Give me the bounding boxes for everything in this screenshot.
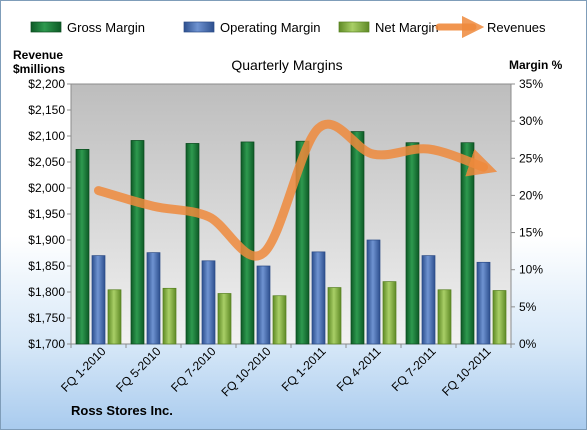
bar-operating-margin	[476, 261, 491, 345]
left-tick-label: $1,700	[28, 337, 65, 351]
bar-gross-margin	[350, 131, 365, 345]
bar-net-margin	[437, 289, 452, 345]
bar-gross-margin	[295, 140, 310, 345]
right-axis: 0% 5% 10% 15% 20% 25% 30% 35%	[511, 77, 543, 351]
legend-label-gross-margin: Gross Margin	[67, 20, 145, 35]
legend-label-operating-margin: Operating Margin	[220, 20, 320, 35]
bar-gross-margin	[405, 142, 420, 345]
x-tick-label: FQ 1-2011	[279, 344, 329, 394]
left-tick-label: $2,150	[28, 103, 65, 117]
bar-net-margin	[272, 295, 287, 345]
bar-operating-margin	[311, 251, 326, 345]
legend-swatch-operating-margin	[183, 21, 215, 33]
bar-operating-margin	[201, 260, 216, 345]
x-tick-label: FQ 5-2010	[113, 344, 164, 395]
right-tick-label: 30%	[519, 114, 543, 128]
bar-operating-margin	[421, 255, 436, 345]
left-tick-label: $1,800	[28, 285, 65, 299]
left-axis: $1,700 $1,750 $1,800 $1,850 $1,900 $1,950 $2,0…	[28, 77, 71, 351]
revenue-line-group	[94, 119, 498, 261]
right-tick-label: 5%	[519, 300, 537, 314]
legend-swatch-net-margin	[338, 21, 370, 33]
x-tick-label: FQ 1-2010	[58, 344, 109, 395]
bar-operating-margin	[256, 265, 271, 345]
right-tick-label: 10%	[519, 263, 543, 277]
company-name: Ross Stores Inc.	[71, 403, 173, 418]
left-tick-label: $1,750	[28, 311, 65, 325]
legend: Gross Margin Operating Margin Net Margin Re…	[30, 15, 546, 39]
x-tick-label: FQ 10-2011	[439, 344, 494, 399]
x-axis: FQ 1-2010 FQ 5-2010 FQ 7-2010 FQ 10-2010 FQ …	[58, 344, 512, 399]
right-tick-label: 25%	[519, 151, 543, 165]
x-tick-label: FQ 10-2010	[218, 344, 273, 399]
right-tick-label: 0%	[519, 337, 537, 351]
x-tick-label: FQ 7-2011	[389, 344, 439, 394]
bar-operating-margin	[146, 252, 161, 345]
bar-net-margin	[492, 290, 507, 345]
revenue-line	[94, 119, 498, 261]
left-tick-label: $2,100	[28, 129, 65, 143]
left-axis-title-line1: Revenue	[13, 48, 63, 62]
bar-net-margin	[107, 289, 122, 345]
bar-gross-margin	[240, 141, 255, 345]
legend-label-net-margin: Net Margin	[375, 20, 439, 35]
left-axis-title-line2: $millions	[13, 62, 65, 76]
right-tick-label: 15%	[519, 226, 543, 240]
bar-net-margin	[382, 281, 397, 345]
bar-gross-margin	[75, 149, 90, 345]
bar-operating-margin	[91, 255, 106, 345]
left-tick-label: $1,900	[28, 233, 65, 247]
bar-gross-margin	[185, 143, 200, 345]
left-tick-label: $2,200	[28, 77, 65, 91]
left-tick-label: $1,950	[28, 207, 65, 221]
left-tick-label: $2,000	[28, 181, 65, 195]
x-tick-label: FQ 7-2010	[168, 344, 219, 395]
x-tick-label: FQ 4-2011	[334, 344, 384, 394]
bar-net-margin	[327, 287, 342, 345]
right-axis-title: Margin %	[509, 58, 563, 72]
bar-gross-margin	[130, 140, 145, 345]
bar-net-margin	[217, 293, 232, 345]
right-tick-label: 35%	[519, 77, 543, 91]
right-tick-label: 20%	[519, 188, 543, 202]
bar-gross-margin	[460, 142, 475, 345]
left-tick-label: $1,850	[28, 259, 65, 273]
bar-operating-margin	[366, 239, 381, 345]
legend-swatch-gross-margin	[30, 21, 62, 33]
bars-group	[75, 131, 507, 345]
bar-net-margin	[162, 287, 177, 345]
legend-label-revenues: Revenues	[487, 20, 546, 35]
left-tick-label: $2,050	[28, 155, 65, 169]
chart-title: Quarterly Margins	[231, 57, 342, 73]
